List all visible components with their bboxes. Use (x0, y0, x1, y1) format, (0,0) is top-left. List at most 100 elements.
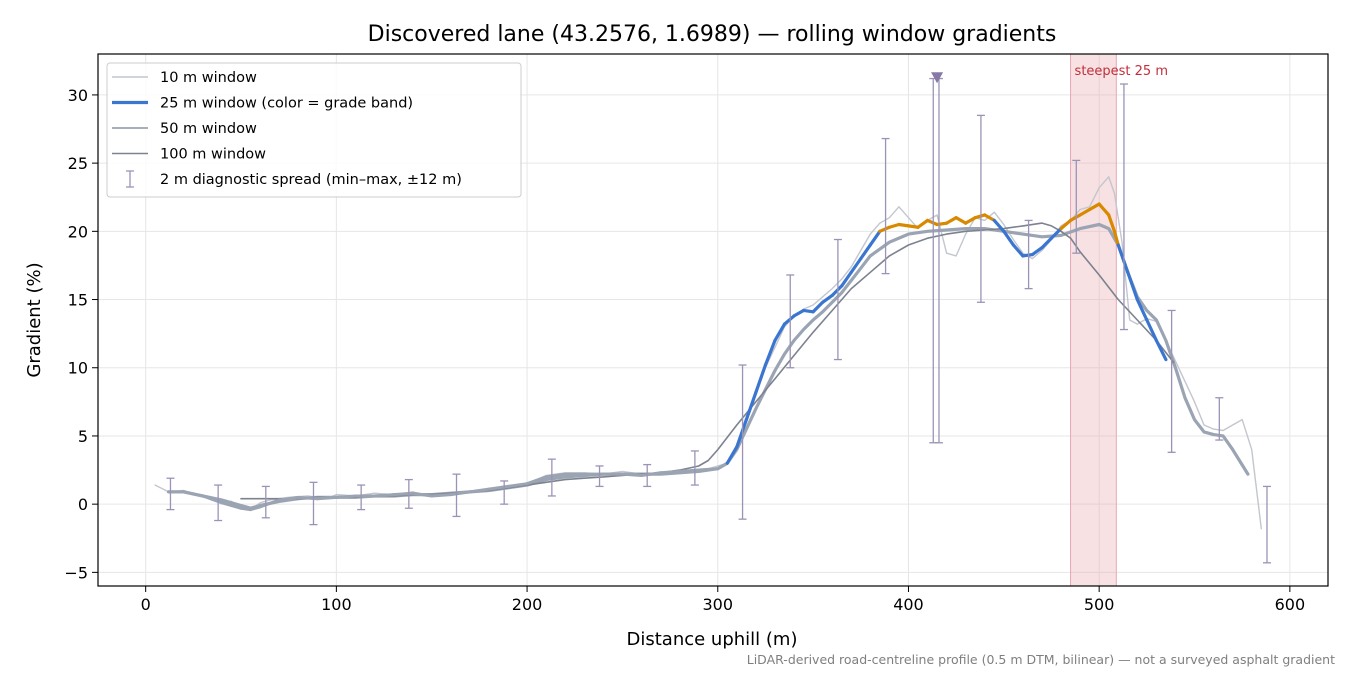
series-segment-w25 (868, 229, 882, 247)
x-tick-label: 500 (1084, 595, 1115, 614)
error-bar (357, 484, 366, 511)
series-segment-w25 (973, 213, 987, 220)
series-segment-w25 (992, 218, 1006, 233)
series-segment-w25 (916, 218, 930, 229)
series-segment-w25 (945, 216, 958, 225)
legend-item-w25: 25 m window (color = grade band) (112, 96, 413, 112)
series-line-w10 (154, 176, 1262, 530)
error-bar (1215, 397, 1224, 441)
y-tick-label: −5 (64, 563, 88, 582)
series-segment-w25 (639, 471, 663, 478)
peak-marker (931, 72, 944, 84)
x-axis-label: Distance uphill (m) (627, 629, 798, 650)
error-bar (595, 465, 604, 488)
series-segment-w25 (430, 493, 453, 498)
axes-frame (97, 53, 1329, 587)
series-segment-w25 (373, 493, 396, 498)
y-tick-label: 10 (68, 359, 88, 378)
legend: 10 m window 25 m window (color = grade ba… (106, 62, 522, 198)
series-segment-w25 (906, 224, 920, 229)
series-segment-w25 (544, 472, 567, 479)
series-segment-w25 (1068, 213, 1082, 223)
error-bar (1167, 309, 1176, 453)
series-segment-w25 (1088, 202, 1101, 212)
legend-box (106, 62, 522, 198)
series-segment-w25 (735, 417, 748, 449)
series-segment-w25 (1135, 297, 1149, 322)
series-segment-w25 (840, 270, 853, 288)
series-segment-w25 (239, 506, 253, 512)
series-segment-w25 (1011, 243, 1025, 258)
series-segment-w25 (1040, 236, 1054, 250)
x-tick-label: 600 (1275, 595, 1306, 614)
series-segment-w25 (897, 222, 911, 228)
y-tick-label: 0 (78, 495, 88, 514)
error-bar (929, 77, 938, 444)
series-segment-w25 (220, 501, 243, 510)
error-bar (309, 481, 318, 526)
series-segment-w25 (1059, 218, 1073, 231)
legend-label: 100 m window (160, 147, 266, 163)
series-segment-w25 (296, 495, 319, 501)
series-segment-w25 (878, 225, 891, 233)
series-segment-w25 (773, 322, 787, 343)
legend-label: 10 m window (160, 70, 257, 86)
series-segment-w25 (258, 498, 281, 509)
series-segment-w25 (792, 308, 806, 318)
error-bar (934, 77, 943, 444)
series-segment-w25 (811, 300, 825, 314)
error-bar (643, 463, 652, 488)
series-group (154, 77, 1271, 564)
series-segment-w25 (1116, 243, 1130, 274)
error-bar (261, 485, 270, 519)
y-tick-label: 20 (68, 222, 88, 241)
error-bar (214, 484, 223, 522)
series-segment-w25 (849, 257, 863, 274)
footnote: LiDAR-derived road-centreline profile (0… (747, 652, 1335, 667)
x-tick-label: 300 (702, 595, 733, 614)
series-segment-w25 (506, 482, 529, 488)
error-bar (500, 480, 509, 505)
series-segment-w25 (830, 284, 844, 298)
series-line-w100 (240, 222, 1175, 500)
y-axis-label: Gradient (%) (24, 262, 45, 377)
series-segment-w25 (859, 243, 872, 261)
legend-item-w100: 100 m window (112, 147, 266, 163)
error-bar (1262, 485, 1271, 564)
error-bar (404, 478, 413, 509)
series-segment-w25 (1154, 338, 1168, 362)
error-bar (738, 364, 747, 520)
series-segment-w25 (1002, 229, 1015, 247)
series-segment-w25 (1078, 207, 1092, 217)
series-segment-w25 (925, 218, 939, 227)
error-bar (881, 137, 890, 275)
plot-area: steepest 25 m 0 100 200 300 400 500 600 −5 0 5 10 15… (64, 53, 1329, 614)
steepest-segment-label: steepest 25 m (1075, 64, 1168, 79)
series-segment-w25 (1126, 270, 1139, 302)
series-segment-w25 (782, 314, 796, 326)
series-segment-w25 (1107, 213, 1117, 233)
error-bar (786, 274, 795, 369)
x-tick-label: 100 (321, 595, 352, 614)
series-segment-w25 (1145, 318, 1158, 343)
error-bar (1119, 83, 1128, 331)
series-segment-w25 (697, 467, 720, 472)
error-bar (1024, 219, 1033, 290)
series-segment-w25 (468, 487, 491, 494)
legend-label: 25 m window (color = grade band) (160, 96, 413, 112)
y-tick-label: 25 (68, 154, 88, 173)
series-segment-w25 (716, 461, 729, 471)
series-segment-w25 (1030, 246, 1044, 257)
legend-item-w10: 10 m window (112, 70, 257, 86)
legend-item-err: 2 m diagnostic spread (min–max, ±12 m) (126, 170, 462, 188)
error-bar (452, 473, 461, 518)
series-segment-w25 (821, 293, 834, 304)
series-segment-w25 (801, 308, 815, 314)
legend-label: 2 m diagnostic spread (min–max, ±12 m) (160, 172, 462, 188)
series-segment-w25 (449, 490, 472, 497)
steepest-segment-band (1070, 53, 1117, 587)
series-segment-w25 (964, 216, 977, 225)
y-tick-label: 30 (68, 86, 88, 105)
x-tick-label: 400 (893, 595, 924, 614)
